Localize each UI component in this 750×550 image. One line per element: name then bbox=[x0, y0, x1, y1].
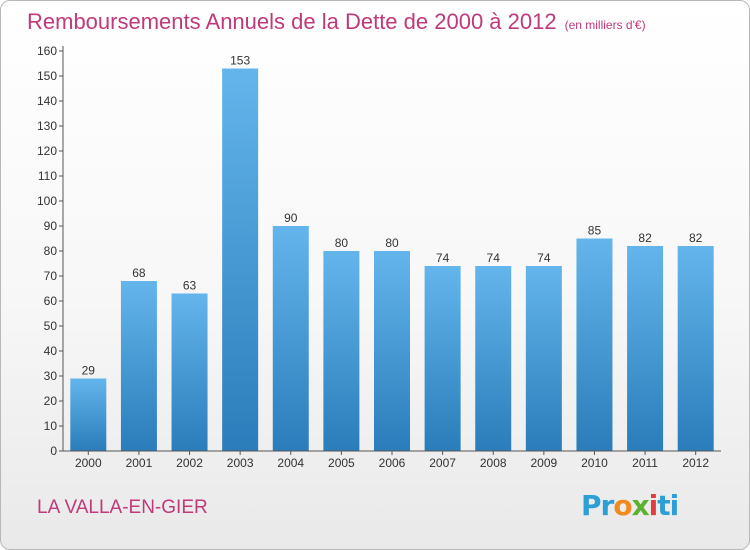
bar bbox=[424, 266, 461, 451]
x-tick-label: 2004 bbox=[277, 456, 304, 470]
y-tick-label: 40 bbox=[44, 344, 58, 358]
chart-title-text: Remboursements Annuels de la Dette de 20… bbox=[27, 9, 557, 34]
chart-subtitle: (en milliers d'€) bbox=[564, 18, 646, 32]
bar bbox=[171, 293, 208, 451]
bar-value-label: 90 bbox=[284, 211, 298, 225]
proxiti-logo: Proxiti bbox=[581, 489, 679, 522]
bar bbox=[374, 251, 410, 451]
bar bbox=[525, 266, 562, 451]
x-tick-label: 2008 bbox=[480, 456, 507, 470]
bar-value-label: 74 bbox=[537, 251, 551, 265]
bar-value-label: 80 bbox=[335, 236, 349, 250]
bar-value-label: 85 bbox=[588, 224, 602, 238]
bar-value-label: 63 bbox=[183, 279, 197, 293]
bar bbox=[272, 226, 309, 451]
bar-value-label: 68 bbox=[132, 266, 146, 280]
chart-title: Remboursements Annuels de la Dette de 20… bbox=[27, 9, 646, 35]
y-tick-label: 90 bbox=[44, 219, 58, 233]
bar-value-label: 82 bbox=[638, 231, 652, 245]
bar-value-label: 80 bbox=[385, 236, 399, 250]
bar-value-label: 74 bbox=[436, 251, 450, 265]
x-tick-label: 2003 bbox=[227, 456, 254, 470]
bar-value-label: 82 bbox=[689, 231, 703, 245]
bar-value-label: 74 bbox=[487, 251, 501, 265]
bar bbox=[70, 378, 107, 451]
x-tick-label: 2007 bbox=[429, 456, 456, 470]
bar bbox=[475, 266, 512, 451]
bar bbox=[120, 281, 157, 451]
y-tick-label: 60 bbox=[44, 294, 58, 308]
y-tick-label: 30 bbox=[44, 369, 58, 383]
y-tick-label: 50 bbox=[44, 319, 58, 333]
x-tick-label: 2011 bbox=[632, 456, 658, 470]
commune-name: LA VALLA-EN-GIER bbox=[37, 497, 208, 518]
y-tick-label: 70 bbox=[44, 269, 58, 283]
x-tick-label: 2001 bbox=[126, 456, 153, 470]
bar bbox=[627, 246, 664, 451]
x-tick-label: 2002 bbox=[176, 456, 203, 470]
y-tick-label: 140 bbox=[37, 94, 57, 108]
y-tick-label: 10 bbox=[44, 419, 58, 433]
x-tick-label: 2000 bbox=[75, 456, 102, 470]
y-tick-label: 0 bbox=[50, 444, 57, 458]
x-tick-label: 2005 bbox=[328, 456, 355, 470]
y-tick-label: 150 bbox=[37, 69, 57, 83]
y-tick-label: 110 bbox=[38, 169, 57, 183]
bar-value-label: 29 bbox=[82, 364, 96, 378]
x-tick-label: 2012 bbox=[682, 456, 709, 470]
y-tick-label: 120 bbox=[37, 144, 57, 158]
x-tick-label: 2009 bbox=[530, 456, 557, 470]
y-tick-label: 100 bbox=[37, 194, 57, 208]
x-tick-label: 2006 bbox=[379, 456, 406, 470]
bar bbox=[222, 68, 259, 451]
y-tick-label: 160 bbox=[37, 44, 57, 58]
bar bbox=[677, 246, 714, 451]
bar bbox=[323, 251, 360, 451]
y-tick-label: 80 bbox=[44, 244, 58, 258]
bar-value-label: 153 bbox=[230, 54, 250, 68]
bar bbox=[576, 238, 613, 451]
x-tick-label: 2010 bbox=[581, 456, 608, 470]
y-tick-label: 20 bbox=[44, 394, 58, 408]
y-tick-label: 130 bbox=[37, 119, 57, 133]
